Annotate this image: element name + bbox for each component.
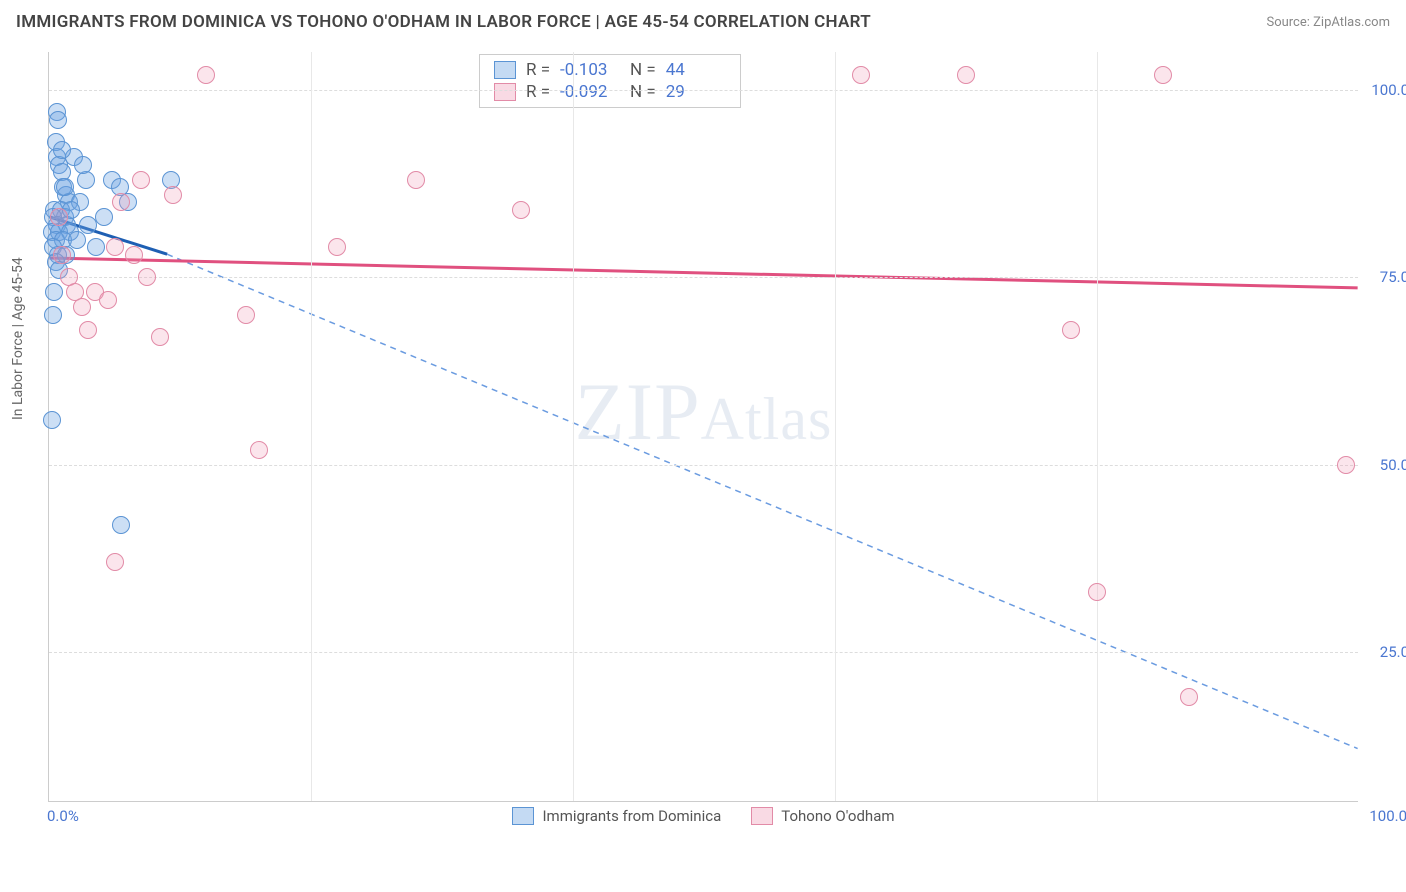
r-label: R = (526, 82, 550, 102)
data-point-blue (77, 171, 95, 189)
y-tick-label: 50.0% (1368, 456, 1406, 474)
data-point-pink (164, 186, 182, 204)
data-point-blue (53, 141, 71, 159)
n-value-pink: 29 (666, 82, 726, 102)
data-point-pink (151, 328, 169, 346)
data-point-blue (87, 238, 105, 256)
n-label: N = (630, 82, 656, 102)
data-point-pink (50, 208, 68, 226)
x-tick-100: 100.0% (1369, 807, 1406, 825)
data-point-pink (1337, 456, 1355, 474)
y-axis-label: In Labor Force | Age 45-54 (10, 257, 26, 420)
data-point-blue (44, 306, 62, 324)
r-label: R = (526, 60, 550, 80)
page-title: IMMIGRANTS FROM DOMINICA VS TOHONO O'ODH… (16, 12, 871, 32)
data-point-pink (138, 268, 156, 286)
y-tick-label: 75.0% (1368, 268, 1406, 286)
data-point-blue (43, 411, 61, 429)
data-point-blue (112, 516, 130, 534)
stats-row-pink: R = -0.092 N = 29 (480, 81, 740, 103)
n-value-blue: 44 (666, 60, 726, 80)
data-point-blue (74, 156, 92, 174)
watermark: ZIPAtlas (575, 365, 833, 459)
gridline-v (573, 52, 574, 801)
data-point-pink (237, 306, 255, 324)
data-point-pink (328, 238, 346, 256)
y-tick-label: 25.0% (1368, 643, 1406, 661)
series-legend: Immigrants from Dominica Tohono O'odham (49, 807, 1358, 825)
r-value-pink: -0.092 (560, 82, 620, 102)
gridline-v (311, 52, 312, 801)
gridline-h (49, 465, 1358, 466)
data-point-pink (53, 246, 71, 264)
gridline-v (835, 52, 836, 801)
data-point-pink (250, 441, 268, 459)
n-label: N = (630, 60, 656, 80)
data-point-pink (132, 171, 150, 189)
stats-row-blue: R = -0.103 N = 44 (480, 59, 740, 81)
swatch-blue-icon (512, 807, 534, 825)
data-point-blue (95, 208, 113, 226)
legend-label-pink: Tohono O'odham (781, 807, 894, 825)
data-point-blue (56, 178, 74, 196)
data-point-pink (407, 171, 425, 189)
data-point-blue (45, 283, 63, 301)
data-point-pink (1180, 688, 1198, 706)
swatch-pink-icon (751, 807, 773, 825)
data-point-pink (852, 66, 870, 84)
legend-item-pink: Tohono O'odham (751, 807, 894, 825)
gridline-v (1097, 52, 1098, 801)
data-point-pink (1154, 66, 1172, 84)
gridline-h (49, 90, 1358, 91)
data-point-pink (957, 66, 975, 84)
trend-lines (49, 52, 1358, 801)
data-point-pink (1062, 321, 1080, 339)
data-point-pink (197, 66, 215, 84)
source-label: Source: ZipAtlas.com (1266, 15, 1390, 30)
data-point-pink (512, 201, 530, 219)
data-point-pink (1088, 583, 1106, 601)
data-point-blue (49, 111, 67, 129)
swatch-blue-icon (494, 61, 516, 79)
swatch-pink-icon (494, 83, 516, 101)
data-point-pink (99, 291, 117, 309)
data-point-pink (79, 321, 97, 339)
chart-plot-area: ZIPAtlas R = -0.103 N = 44 R = -0.092 N … (48, 52, 1358, 802)
legend-item-blue: Immigrants from Dominica (512, 807, 721, 825)
gridline-h (49, 277, 1358, 278)
r-value-blue: -0.103 (560, 60, 620, 80)
data-point-pink (73, 298, 91, 316)
data-point-pink (106, 238, 124, 256)
data-point-pink (125, 246, 143, 264)
legend-label-blue: Immigrants from Dominica (542, 807, 721, 825)
gridline-h (49, 652, 1358, 653)
data-point-blue (68, 231, 86, 249)
data-point-pink (112, 193, 130, 211)
y-tick-label: 100.0% (1368, 81, 1406, 99)
stats-legend-box: R = -0.103 N = 44 R = -0.092 N = 29 (479, 54, 741, 108)
data-point-pink (106, 553, 124, 571)
